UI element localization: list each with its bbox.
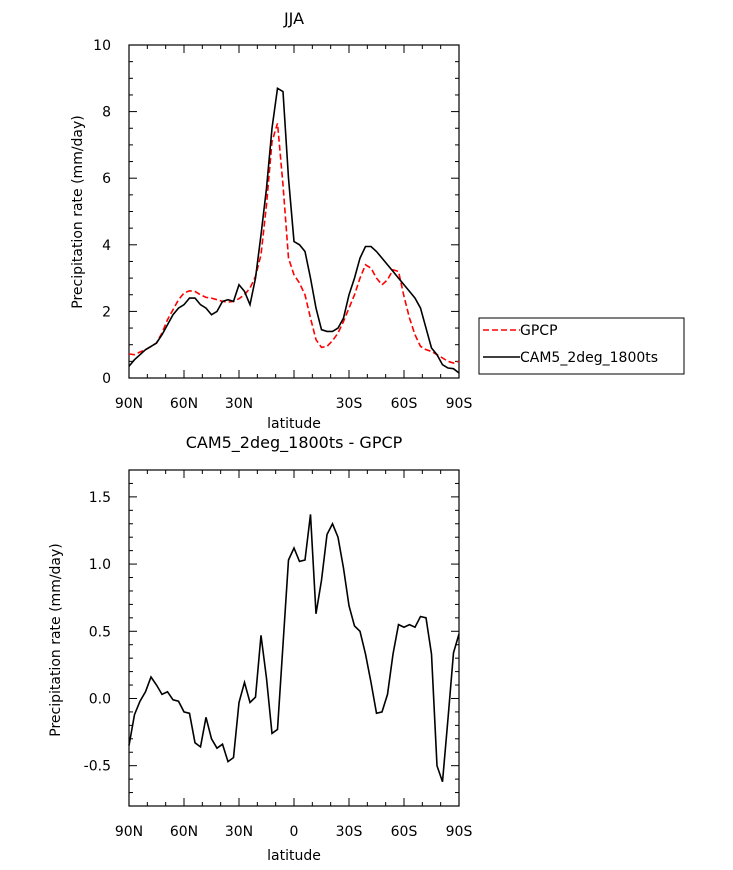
top-x-tick-label: 60N — [170, 396, 198, 412]
top-y-tick-label: 10 — [93, 38, 111, 54]
top-chart-title: JJA — [283, 9, 304, 28]
top-series-line-cam5-2deg-1800ts — [128, 86, 460, 374]
top-x-axis-label: latitude — [267, 416, 321, 432]
top-y-tick-label: 0 — [102, 371, 111, 387]
top-x-tick-label: 30S — [336, 396, 363, 412]
top-plot-frame — [128, 44, 460, 379]
bottom-x-tick-label: 90N — [115, 824, 143, 840]
top-x-tick-label: 60S — [391, 396, 418, 412]
bottom-y-tick-label: 1.5 — [89, 490, 111, 506]
legend-entry-cam5: CAM5_2deg_1800ts — [520, 350, 658, 366]
bottom-x-tick-label: 30N — [225, 824, 253, 840]
bottom-x-tick-label: 90S — [446, 824, 473, 840]
top-y-tick-label: 6 — [102, 171, 111, 187]
legend-entry-gpcp: GPCP — [520, 323, 558, 339]
top-x-tick-label: 30N — [225, 396, 253, 412]
legend: GPCP CAM5_2deg_1800ts — [478, 317, 685, 375]
top-x-tick-label: 90S — [446, 396, 473, 412]
top-y-tick-label: 4 — [102, 238, 111, 254]
top-ticks: 90N 60N 30N 30S 60S 90S 0 2 4 6 8 10 — [93, 38, 472, 412]
bottom-ticks: 90N 60N 30N 0 30S 60S 90S -0.5 0.0 0.5 1.0 1.5 — [84, 469, 473, 840]
bottom-plot-frame — [128, 469, 460, 807]
top-panel: JJA 90N 60N 30N 30S 60S 90S 0 2 4 6 8 10 Precipitat… — [70, 9, 472, 432]
bottom-x-tick-label: 60S — [391, 824, 418, 840]
bottom-y-tick-label: -0.5 — [84, 759, 111, 775]
bottom-x-axis-label: latitude — [267, 848, 321, 864]
bottom-x-tick-label: 0 — [290, 824, 299, 840]
legend-box — [478, 317, 685, 375]
bottom-series-line-difference-0 — [128, 514, 460, 783]
bottom-chart-title: CAM5_2deg_1800ts - GPCP — [186, 433, 403, 453]
bottom-x-tick-label: 30S — [336, 824, 363, 840]
top-y-tick-label: 8 — [102, 105, 111, 121]
bottom-y-axis-label: Precipitation rate (mm/day) — [48, 543, 64, 737]
top-y-tick-label: 2 — [102, 304, 111, 320]
bottom-x-tick-label: 60N — [170, 824, 198, 840]
top-x-tick-label: 90N — [115, 396, 143, 412]
top-series-lines — [128, 86, 460, 374]
bottom-y-tick-label: 1.0 — [89, 557, 111, 573]
bottom-series-lines — [128, 514, 460, 783]
top-series-line-gpcp — [128, 123, 460, 364]
bottom-panel: CAM5_2deg_1800ts - GPCP 90N 60N 30N 0 30S 60S… — [48, 433, 472, 864]
top-y-axis-label: Precipitation rate (mm/day) — [70, 115, 86, 309]
bottom-y-tick-label: 0.5 — [89, 624, 111, 640]
bottom-y-tick-label: 0.0 — [89, 691, 111, 707]
